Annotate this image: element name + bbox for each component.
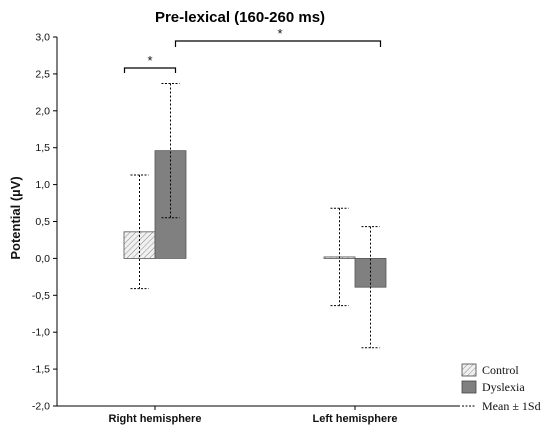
y-tick-label: 2,5 [35, 68, 50, 80]
significance-star: * [147, 53, 152, 68]
y-tick-label: 2,0 [35, 105, 50, 117]
legend-label: Mean ± 1Sd [482, 399, 541, 413]
x-tick-label: Left hemisphere [313, 413, 398, 425]
y-tick-label: 0,5 [35, 216, 50, 228]
legend-swatch-control [461, 363, 477, 377]
significance-bracket [174, 40, 382, 47]
y-tick-label: -2,0 [32, 401, 50, 413]
y-tick-label: 1,0 [35, 179, 50, 191]
y-tick-label: -1,0 [32, 327, 50, 339]
x-tick-label: Right hemisphere [109, 413, 202, 425]
significance-bracket [123, 67, 177, 73]
legend-label: Control [482, 363, 519, 377]
y-tick-label: 0,0 [35, 253, 50, 265]
legend-swatch-dyslexia [461, 380, 477, 394]
legend-label: Dyslexia [482, 380, 525, 394]
plot-area: 3,0 2,5 2,0 1,5 1,0 0,5 0,0 -0,5 -1,0 -1,5 -2,0 Rig… [32, 26, 541, 425]
significance-star: * [277, 26, 282, 41]
y-tick-label: -0,5 [32, 290, 50, 302]
chart-title: Pre-lexical (160-260 ms) [155, 9, 325, 26]
y-tick-label: -1,5 [32, 364, 50, 376]
y-tick-label: 1,5 [35, 142, 50, 154]
y-axis-label: Potential (µV) [8, 176, 23, 259]
y-tick-label: 3,0 [35, 32, 50, 44]
